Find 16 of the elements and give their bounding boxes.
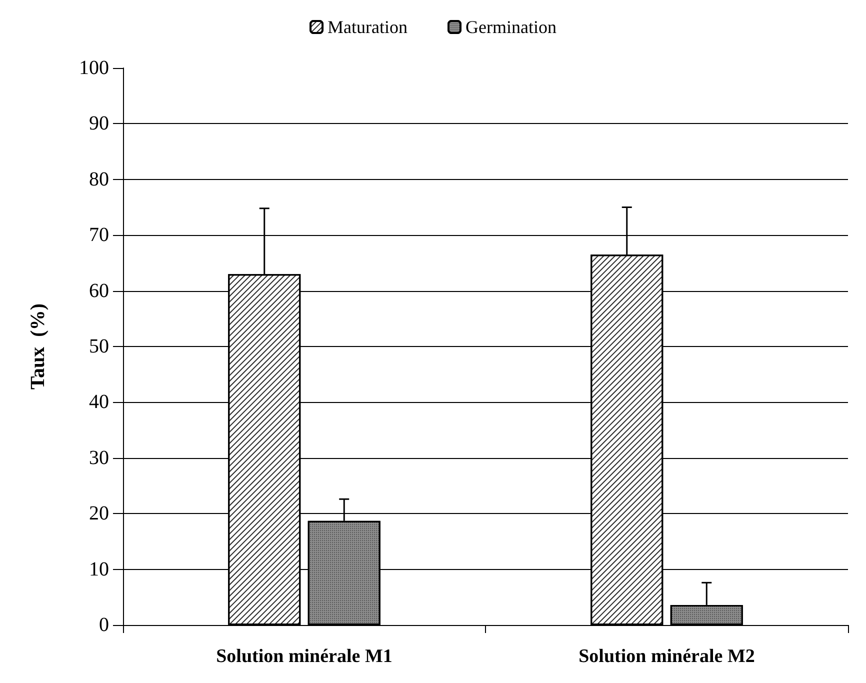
y-tick-label: 100 <box>79 57 109 79</box>
legend-label: Maturation <box>328 17 408 37</box>
y-tick-label: 80 <box>89 168 109 190</box>
y-axis-title: Taux (%) <box>27 304 49 390</box>
y-tick-label: 10 <box>89 558 109 580</box>
y-tick-label: 30 <box>89 446 109 469</box>
y-tick-label: 50 <box>89 336 109 358</box>
x-tick-label: Solution minérale M2 <box>578 646 755 667</box>
x-tick-label: Solution minérale M1 <box>216 646 392 667</box>
y-tick-label: 90 <box>89 112 109 135</box>
legend-label: Germination <box>466 17 556 37</box>
y-tick-label: 20 <box>89 502 109 525</box>
y-tick-label: 40 <box>89 391 109 414</box>
y-tick-label: 60 <box>89 280 109 302</box>
y-tick-label: 0 <box>99 614 109 636</box>
y-tick-label: 70 <box>89 224 109 246</box>
